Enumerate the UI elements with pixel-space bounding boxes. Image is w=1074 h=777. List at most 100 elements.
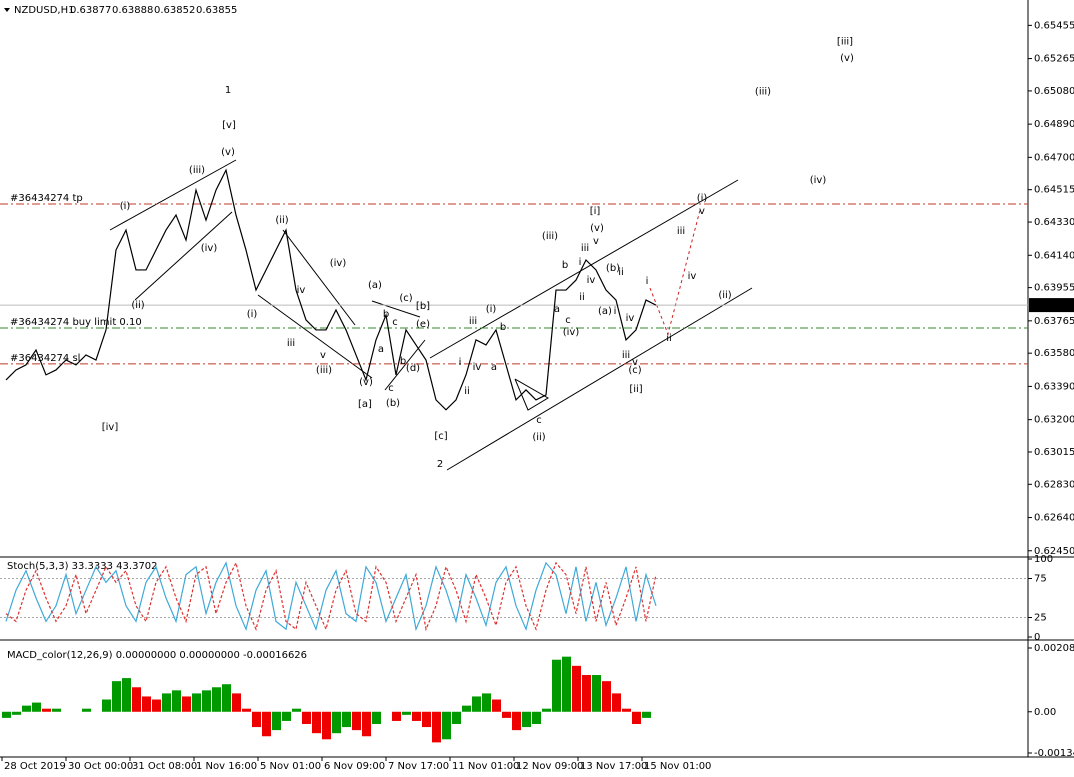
wave-label: c — [392, 317, 398, 328]
macd-bar — [502, 711, 511, 718]
wave-label: iii — [469, 316, 477, 327]
data-line — [5, 168, 657, 411]
trend-line — [371, 300, 421, 318]
wave-label: [c] — [434, 431, 447, 442]
wave-label: iv — [473, 362, 482, 373]
wave-label: a — [378, 344, 384, 355]
x-tick-label: 5 Nov 01:00 — [260, 761, 321, 772]
macd-bar — [582, 675, 591, 712]
indicator-title: MACD_color(12,26,9) 0.00000000 0.0000000… — [7, 650, 307, 661]
trend-line — [282, 229, 356, 326]
wave-label: (a) — [598, 306, 612, 317]
wave-label: [ii] — [629, 384, 642, 395]
menu-arrow[interactable] — [4, 8, 10, 12]
macd-bar — [192, 693, 201, 712]
wave-label: b — [383, 309, 389, 320]
macd-bar — [182, 696, 191, 712]
wave-label: i — [646, 276, 649, 287]
wave-label: (ii) — [532, 432, 545, 443]
y-tick-label: 0.63580 — [1034, 348, 1074, 359]
y-tick-label: 25 — [1034, 613, 1047, 624]
y-tick-label: 0.62830 — [1034, 479, 1074, 490]
trend-line — [134, 211, 233, 301]
x-tick-label: 1 Nov 16:00 — [196, 761, 257, 772]
wave-label: (ii) — [718, 290, 731, 301]
level-label: #36434274 tp — [10, 193, 83, 204]
wave-label: b — [562, 260, 568, 271]
macd-bar — [172, 690, 181, 712]
macd-bar — [412, 711, 421, 721]
macd-bar — [42, 708, 51, 712]
macd-bar — [312, 711, 321, 734]
wave-label: (b) — [386, 398, 400, 409]
wave-label: [a] — [358, 399, 372, 410]
wave-label: 1 — [225, 85, 231, 96]
macd-bar — [232, 693, 241, 712]
wave-label: (c) — [399, 293, 412, 304]
macd-bar — [532, 711, 541, 725]
wave-label: (v) — [359, 377, 373, 388]
y-tick-label: 0.00 — [1034, 707, 1056, 718]
wave-label: a — [491, 362, 497, 373]
wave-label: i — [614, 306, 617, 317]
macd-bar — [102, 699, 111, 712]
macd-bar — [572, 665, 581, 712]
macd-bar — [402, 711, 411, 715]
macd-bar — [422, 711, 431, 728]
macd-bar — [352, 711, 361, 731]
y-tick-label: 0.63390 — [1034, 381, 1074, 392]
wave-label: i — [459, 357, 462, 368]
wave-label: b — [500, 322, 506, 333]
x-tick-label: 6 Nov 09:00 — [324, 761, 385, 772]
wave-label: (i) — [697, 193, 708, 204]
y-tick-label: 0.63200 — [1034, 415, 1074, 426]
x-tick-label: 7 Nov 17:00 — [388, 761, 449, 772]
y-tick-label: 0.65455 — [1034, 20, 1074, 31]
symbol-title: NZDUSD,H1 — [14, 5, 74, 16]
ohlc-value: 0.63888 — [112, 5, 153, 16]
macd-bar — [592, 675, 601, 712]
wave-label: (ii) — [275, 215, 288, 226]
wave-label: (iv) — [330, 258, 347, 269]
macd-bar — [492, 699, 501, 712]
y-tick-label: 100 — [1034, 554, 1053, 565]
macd-bar — [372, 711, 381, 725]
macd-bar — [12, 711, 21, 715]
wave-label: (iii) — [542, 231, 558, 242]
y-tick-label: 0.64515 — [1034, 185, 1074, 196]
wave-label: v — [320, 350, 326, 361]
wave-label: (i) — [120, 201, 131, 212]
wave-label: (iv) — [201, 243, 218, 254]
macd-bar — [452, 711, 461, 725]
wave-label: c — [565, 315, 571, 326]
trend-line — [446, 287, 753, 471]
wave-label: a — [554, 304, 560, 315]
wave-label: (i) — [247, 309, 258, 320]
macd-bar — [392, 711, 401, 721]
macd-bar — [442, 711, 451, 740]
macd-bar — [202, 690, 211, 712]
macd-bar — [112, 681, 121, 712]
x-tick-label: 31 Oct 08:00 — [132, 761, 197, 772]
last-price-label: 0.63855 — [1034, 300, 1074, 311]
macd-bar — [462, 705, 471, 712]
macd-bar — [282, 711, 291, 721]
data-line — [5, 561, 657, 632]
wave-label: v — [699, 206, 705, 217]
macd-bar — [162, 693, 171, 712]
macd-bar — [602, 681, 611, 712]
macd-bar — [432, 711, 441, 743]
wave-label: ii — [464, 386, 470, 397]
macd-bar — [272, 711, 281, 731]
macd-bar — [482, 693, 491, 712]
macd-bar — [362, 711, 371, 737]
y-tick-label: 0.64140 — [1034, 250, 1074, 261]
macd-bar — [132, 687, 141, 712]
x-tick-label: 11 Nov 01:00 — [452, 761, 519, 772]
wave-label: (e) — [416, 319, 430, 330]
y-tick-label: 0.65080 — [1034, 86, 1074, 97]
macd-bar — [2, 711, 11, 718]
wave-label: i — [579, 257, 582, 268]
y-tick-label: 0.63955 — [1034, 283, 1074, 294]
